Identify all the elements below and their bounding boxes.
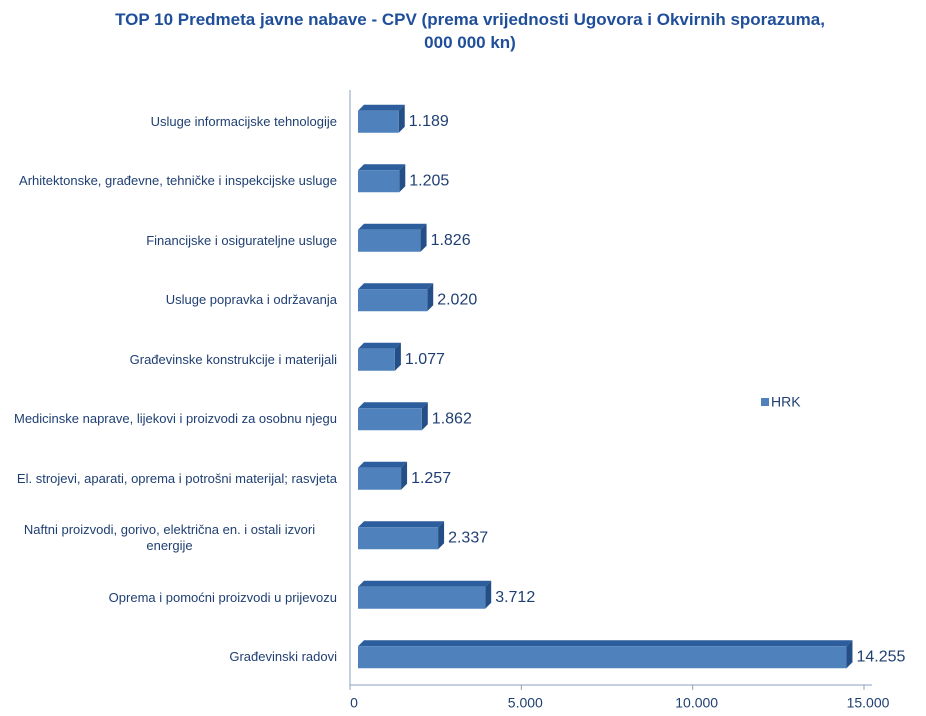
data-label: 1.077 <box>405 351 445 368</box>
y-tick-label: El. strojevi, aparati, oprema i potrošni… <box>2 459 337 499</box>
data-label: 1.189 <box>409 113 449 130</box>
bar-side <box>427 283 434 312</box>
bar-side <box>420 223 427 252</box>
bar-top <box>358 580 492 587</box>
y-tick-text: Usluge informacijske tehnologije <box>150 113 337 129</box>
y-tick-text: Oprema i pomoćni proizvodi u prijevozu <box>108 589 337 605</box>
bar-side <box>398 104 405 133</box>
data-label: 2.337 <box>448 529 488 546</box>
bar-side <box>438 521 445 550</box>
legend-label: HRK <box>771 394 801 410</box>
bar-side <box>394 342 401 371</box>
bar-top <box>358 223 427 230</box>
bar-top <box>358 283 434 290</box>
y-tick-label: Arhitektonske, građevne, tehničke i insp… <box>2 161 337 201</box>
bar <box>358 348 395 371</box>
bar <box>358 289 428 312</box>
y-tick-text: Financijske i osigurateljne usluge <box>146 232 337 248</box>
data-label: 2.020 <box>437 291 477 308</box>
bar <box>358 408 422 431</box>
legend-swatch <box>761 398 769 406</box>
x-tick-label: 15.000 <box>847 695 890 711</box>
y-tick-text: Medicinske naprave, lijekovi i proizvodi… <box>13 411 337 427</box>
y-tick-text: Usluge popravka i održavanja <box>165 292 337 308</box>
bar-side <box>485 580 492 609</box>
y-tick-label: Financijske i osigurateljne usluge <box>2 221 337 261</box>
bar <box>358 110 399 133</box>
y-tick-text: El. strojevi, aparati, oprema i potrošni… <box>16 470 337 486</box>
x-tick-label: 0 <box>350 695 358 711</box>
data-label: 1.862 <box>432 410 472 427</box>
bar-side <box>421 402 428 431</box>
data-label: 14.255 <box>856 648 905 665</box>
bar-top <box>358 521 445 528</box>
bar <box>358 467 402 490</box>
bar-top <box>358 461 408 468</box>
bar-top <box>358 402 428 409</box>
y-tick-text: Arhitektonske, građevne, tehničke i insp… <box>19 173 337 189</box>
bar-side <box>401 461 408 490</box>
y-tick-label: Naftni proizvodi, gorivo, električna en.… <box>2 518 337 558</box>
x-tick-label: 10.000 <box>675 695 718 711</box>
bar-side <box>846 640 853 669</box>
data-label: 3.712 <box>495 589 535 606</box>
y-tick-label: Usluge popravka i održavanja <box>2 280 337 320</box>
bar <box>358 527 439 550</box>
bar-top <box>358 640 853 647</box>
y-tick-label: Građevinski radovi <box>2 637 337 677</box>
x-tick-label: 5.000 <box>508 695 543 711</box>
bar-top <box>358 164 406 171</box>
y-tick-label: Medicinske naprave, lijekovi i proizvodi… <box>2 399 337 439</box>
data-label: 1.257 <box>411 470 451 487</box>
y-tick-label: Usluge informacijske tehnologije <box>2 102 337 142</box>
bar-top <box>358 342 401 349</box>
y-tick-label: Građevinske konstrukcije i materijali <box>2 340 337 380</box>
y-tick-text: Naftni proizvodi, gorivo, električna en.… <box>23 522 316 554</box>
bar-top <box>358 104 405 111</box>
data-label: 1.826 <box>431 232 471 249</box>
bar-side <box>399 164 406 193</box>
bar <box>358 229 421 252</box>
y-tick-text: Građevinske konstrukcije i materijali <box>129 351 337 367</box>
chart-title: TOP 10 Predmeta javne nabave - CPV (prem… <box>115 10 825 52</box>
bar <box>358 586 486 609</box>
y-tick-label: Oprema i pomoćni proizvodi u prijevozu <box>2 578 337 618</box>
bar <box>358 170 400 193</box>
data-label: 1.205 <box>409 172 449 189</box>
bar <box>358 646 847 669</box>
y-tick-text: Građevinski radovi <box>229 649 337 665</box>
